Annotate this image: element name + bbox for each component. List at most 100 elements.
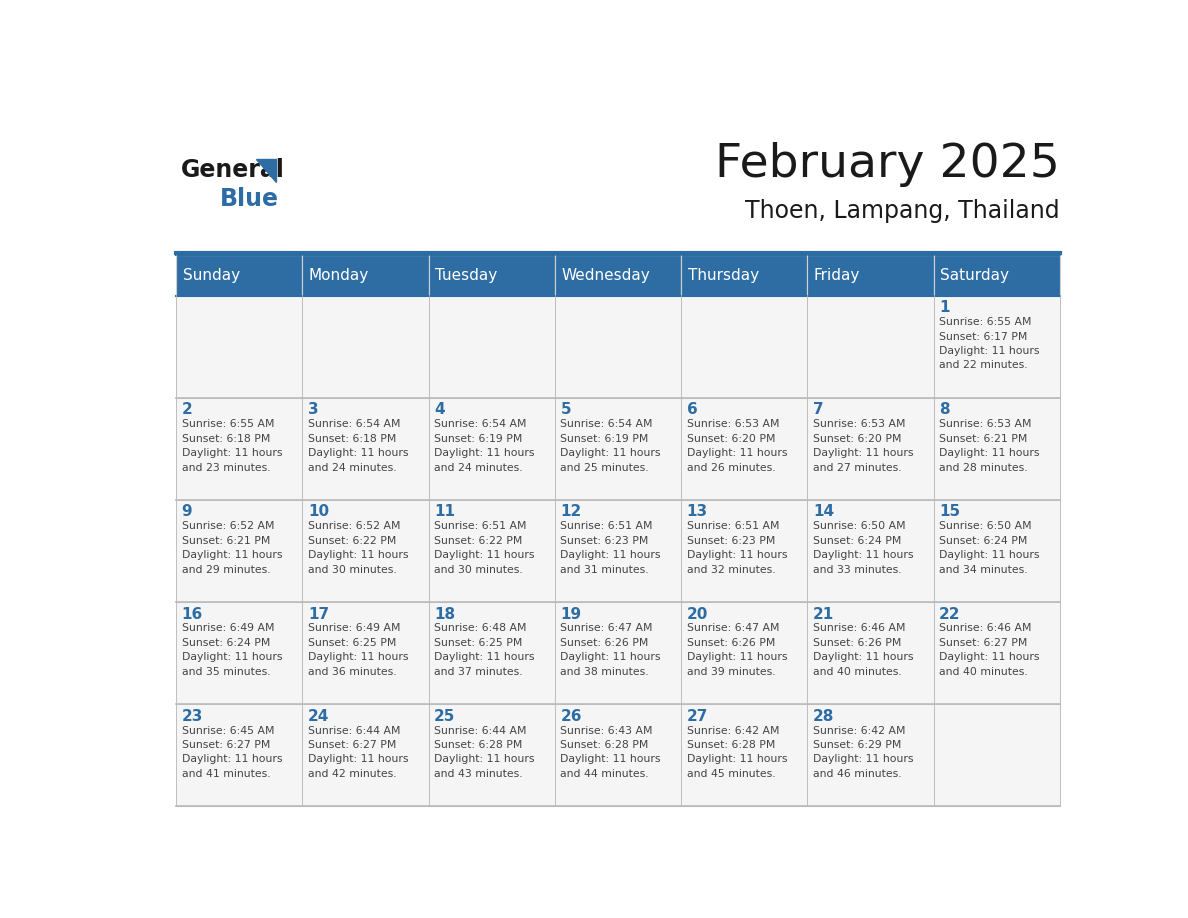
Text: 14: 14	[813, 505, 834, 520]
Text: Sunrise: 6:46 AM
Sunset: 6:27 PM
Daylight: 11 hours
and 40 minutes.: Sunrise: 6:46 AM Sunset: 6:27 PM Dayligh…	[940, 623, 1040, 677]
Bar	[934, 398, 1060, 500]
Text: Sunrise: 6:55 AM
Sunset: 6:18 PM
Daylight: 11 hours
and 23 minutes.: Sunrise: 6:55 AM Sunset: 6:18 PM Dayligh…	[182, 420, 282, 473]
Text: Thursday: Thursday	[688, 268, 759, 283]
Text: Sunrise: 6:53 AM
Sunset: 6:20 PM
Daylight: 11 hours
and 26 minutes.: Sunrise: 6:53 AM Sunset: 6:20 PM Dayligh…	[687, 420, 788, 473]
Bar	[681, 297, 808, 398]
Bar	[429, 500, 555, 602]
Bar	[934, 255, 1060, 297]
Text: 6: 6	[687, 402, 697, 418]
Text: Sunrise: 6:47 AM
Sunset: 6:26 PM
Daylight: 11 hours
and 39 minutes.: Sunrise: 6:47 AM Sunset: 6:26 PM Dayligh…	[687, 623, 788, 677]
Text: Sunrise: 6:48 AM
Sunset: 6:25 PM
Daylight: 11 hours
and 37 minutes.: Sunrise: 6:48 AM Sunset: 6:25 PM Dayligh…	[434, 623, 535, 677]
Text: Sunrise: 6:47 AM
Sunset: 6:26 PM
Daylight: 11 hours
and 38 minutes.: Sunrise: 6:47 AM Sunset: 6:26 PM Dayligh…	[561, 623, 661, 677]
Text: 8: 8	[940, 402, 950, 418]
Text: Sunrise: 6:44 AM
Sunset: 6:27 PM
Daylight: 11 hours
and 42 minutes.: Sunrise: 6:44 AM Sunset: 6:27 PM Dayligh…	[308, 725, 409, 778]
Bar	[555, 500, 681, 602]
Text: Sunrise: 6:42 AM
Sunset: 6:28 PM
Daylight: 11 hours
and 45 minutes.: Sunrise: 6:42 AM Sunset: 6:28 PM Dayligh…	[687, 725, 788, 778]
Text: 13: 13	[687, 505, 708, 520]
Text: Sunrise: 6:42 AM
Sunset: 6:29 PM
Daylight: 11 hours
and 46 minutes.: Sunrise: 6:42 AM Sunset: 6:29 PM Dayligh…	[813, 725, 914, 778]
Text: 21: 21	[813, 607, 834, 621]
Text: 9: 9	[182, 505, 192, 520]
Bar	[429, 398, 555, 500]
Bar	[681, 602, 808, 704]
Text: Sunrise: 6:55 AM
Sunset: 6:17 PM
Daylight: 11 hours
and 22 minutes.: Sunrise: 6:55 AM Sunset: 6:17 PM Dayligh…	[940, 318, 1040, 371]
Text: 23: 23	[182, 709, 203, 723]
Bar	[429, 255, 555, 297]
Bar	[176, 297, 303, 398]
Bar	[429, 602, 555, 704]
Bar	[176, 704, 303, 806]
Bar	[808, 704, 934, 806]
Bar	[808, 297, 934, 398]
Text: Friday: Friday	[814, 268, 860, 283]
Text: 28: 28	[813, 709, 834, 723]
Text: Sunrise: 6:44 AM
Sunset: 6:28 PM
Daylight: 11 hours
and 43 minutes.: Sunrise: 6:44 AM Sunset: 6:28 PM Dayligh…	[434, 725, 535, 778]
Text: 11: 11	[434, 505, 455, 520]
Text: Sunrise: 6:51 AM
Sunset: 6:22 PM
Daylight: 11 hours
and 30 minutes.: Sunrise: 6:51 AM Sunset: 6:22 PM Dayligh…	[434, 521, 535, 575]
Text: 26: 26	[561, 709, 582, 723]
Text: Thoen, Lampang, Thailand: Thoen, Lampang, Thailand	[745, 198, 1060, 222]
Text: Sunrise: 6:43 AM
Sunset: 6:28 PM
Daylight: 11 hours
and 44 minutes.: Sunrise: 6:43 AM Sunset: 6:28 PM Dayligh…	[561, 725, 661, 778]
Text: Sunrise: 6:49 AM
Sunset: 6:24 PM
Daylight: 11 hours
and 35 minutes.: Sunrise: 6:49 AM Sunset: 6:24 PM Dayligh…	[182, 623, 282, 677]
Text: Sunrise: 6:52 AM
Sunset: 6:21 PM
Daylight: 11 hours
and 29 minutes.: Sunrise: 6:52 AM Sunset: 6:21 PM Dayligh…	[182, 521, 282, 575]
Bar	[555, 398, 681, 500]
Text: General: General	[181, 158, 285, 183]
Text: Tuesday: Tuesday	[435, 268, 498, 283]
Bar	[681, 255, 808, 297]
Text: Sunrise: 6:46 AM
Sunset: 6:26 PM
Daylight: 11 hours
and 40 minutes.: Sunrise: 6:46 AM Sunset: 6:26 PM Dayligh…	[813, 623, 914, 677]
Bar	[555, 602, 681, 704]
Bar	[934, 602, 1060, 704]
Bar	[934, 704, 1060, 806]
Bar	[303, 500, 429, 602]
Text: 10: 10	[308, 505, 329, 520]
Bar	[176, 255, 303, 297]
Text: 25: 25	[434, 709, 455, 723]
Bar	[429, 297, 555, 398]
Bar	[303, 602, 429, 704]
Text: Sunday: Sunday	[183, 268, 240, 283]
Text: 18: 18	[434, 607, 455, 621]
Polygon shape	[257, 159, 277, 182]
Bar	[303, 297, 429, 398]
Text: 16: 16	[182, 607, 203, 621]
Text: 3: 3	[308, 402, 318, 418]
Bar	[681, 398, 808, 500]
Text: 2: 2	[182, 402, 192, 418]
Bar	[934, 500, 1060, 602]
Bar	[176, 398, 303, 500]
Text: Sunrise: 6:54 AM
Sunset: 6:18 PM
Daylight: 11 hours
and 24 minutes.: Sunrise: 6:54 AM Sunset: 6:18 PM Dayligh…	[308, 420, 409, 473]
Text: Monday: Monday	[309, 268, 369, 283]
Bar	[808, 255, 934, 297]
Bar	[303, 704, 429, 806]
Text: Sunrise: 6:51 AM
Sunset: 6:23 PM
Daylight: 11 hours
and 32 minutes.: Sunrise: 6:51 AM Sunset: 6:23 PM Dayligh…	[687, 521, 788, 575]
Bar	[808, 602, 934, 704]
Text: 1: 1	[940, 300, 949, 315]
Text: 27: 27	[687, 709, 708, 723]
Text: 19: 19	[561, 607, 582, 621]
Bar	[303, 398, 429, 500]
Bar	[934, 297, 1060, 398]
Bar	[681, 500, 808, 602]
Bar	[303, 255, 429, 297]
Text: Sunrise: 6:51 AM
Sunset: 6:23 PM
Daylight: 11 hours
and 31 minutes.: Sunrise: 6:51 AM Sunset: 6:23 PM Dayligh…	[561, 521, 661, 575]
Bar	[555, 297, 681, 398]
Text: 22: 22	[940, 607, 961, 621]
Text: Wednesday: Wednesday	[562, 268, 650, 283]
Text: 4: 4	[434, 402, 444, 418]
Text: Sunrise: 6:50 AM
Sunset: 6:24 PM
Daylight: 11 hours
and 34 minutes.: Sunrise: 6:50 AM Sunset: 6:24 PM Dayligh…	[940, 521, 1040, 575]
Text: Sunrise: 6:53 AM
Sunset: 6:20 PM
Daylight: 11 hours
and 27 minutes.: Sunrise: 6:53 AM Sunset: 6:20 PM Dayligh…	[813, 420, 914, 473]
Text: Sunrise: 6:53 AM
Sunset: 6:21 PM
Daylight: 11 hours
and 28 minutes.: Sunrise: 6:53 AM Sunset: 6:21 PM Dayligh…	[940, 420, 1040, 473]
Text: 5: 5	[561, 402, 571, 418]
Text: Sunrise: 6:50 AM
Sunset: 6:24 PM
Daylight: 11 hours
and 33 minutes.: Sunrise: 6:50 AM Sunset: 6:24 PM Dayligh…	[813, 521, 914, 575]
Text: February 2025: February 2025	[715, 142, 1060, 187]
Text: Sunrise: 6:54 AM
Sunset: 6:19 PM
Daylight: 11 hours
and 24 minutes.: Sunrise: 6:54 AM Sunset: 6:19 PM Dayligh…	[434, 420, 535, 473]
Text: 15: 15	[940, 505, 960, 520]
Bar	[555, 704, 681, 806]
Text: Sunrise: 6:45 AM
Sunset: 6:27 PM
Daylight: 11 hours
and 41 minutes.: Sunrise: 6:45 AM Sunset: 6:27 PM Dayligh…	[182, 725, 282, 778]
Text: 20: 20	[687, 607, 708, 621]
Text: Sunrise: 6:49 AM
Sunset: 6:25 PM
Daylight: 11 hours
and 36 minutes.: Sunrise: 6:49 AM Sunset: 6:25 PM Dayligh…	[308, 623, 409, 677]
Bar	[176, 500, 303, 602]
Bar	[176, 602, 303, 704]
Text: 12: 12	[561, 505, 582, 520]
Bar	[555, 255, 681, 297]
Bar	[681, 704, 808, 806]
